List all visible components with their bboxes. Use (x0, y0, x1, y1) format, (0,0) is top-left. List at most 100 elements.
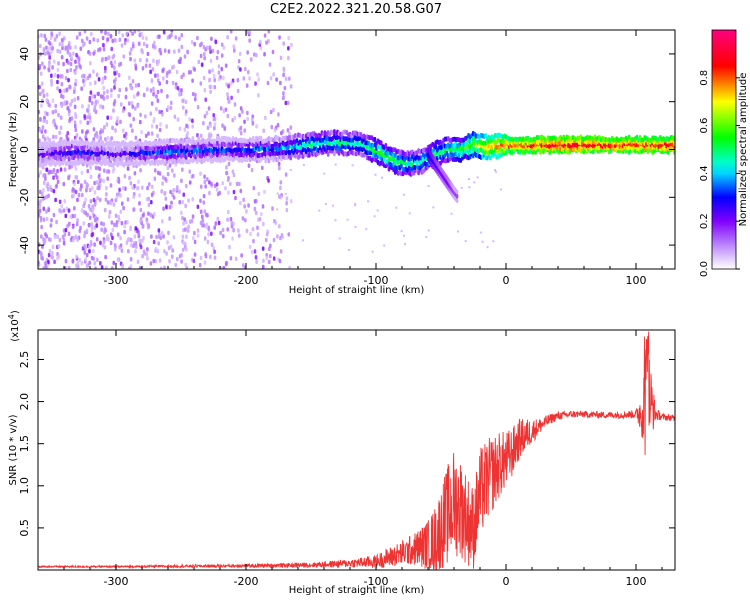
noise-cell (140, 238, 144, 244)
noise-cell (227, 190, 230, 195)
noise-cell (40, 129, 44, 134)
noise-cell (254, 81, 257, 86)
noise-cell (111, 266, 114, 269)
noise-cell (222, 108, 226, 114)
noise-cell (277, 112, 280, 117)
noise-cell (282, 72, 285, 78)
noise-cell (105, 192, 108, 197)
noise-cell (207, 106, 211, 111)
noise-cell (103, 207, 107, 213)
noise-cell (80, 170, 84, 176)
noise-cell (427, 229, 430, 232)
noise-cell (237, 58, 241, 64)
noise-cell (74, 44, 77, 50)
noise-cell (80, 86, 83, 91)
noise-cell (96, 196, 99, 201)
noise-cell (331, 204, 334, 207)
noise-cell (46, 111, 49, 117)
noise-cell (62, 181, 66, 187)
noise-cell (253, 206, 257, 212)
ridge-cell (163, 160, 166, 166)
noise-cell (117, 73, 121, 78)
noise-cell (246, 50, 249, 55)
noise-cell (116, 232, 120, 237)
noise-cell (191, 124, 194, 129)
noise-cell (99, 130, 102, 135)
noise-cell (233, 115, 237, 121)
noise-cell (98, 177, 101, 182)
noise-cell (102, 85, 105, 91)
noise-cell (67, 231, 71, 237)
noise-cell (160, 88, 163, 94)
noise-cell (118, 187, 121, 192)
noise-cell (50, 187, 53, 193)
noise-cell (43, 33, 47, 39)
noise-cell (276, 234, 279, 239)
noise-cell (137, 82, 140, 88)
noise-cell (279, 235, 282, 241)
noise-cell (86, 168, 90, 174)
noise-cell (58, 237, 62, 243)
noise-cell (457, 230, 460, 233)
noise-cell (128, 175, 131, 181)
noise-cell (226, 34, 229, 40)
noise-cell (203, 236, 207, 241)
noise-cell (172, 235, 176, 240)
noise-cell (180, 259, 183, 264)
noise-cell (129, 30, 132, 33)
noise-cell (217, 220, 221, 226)
noise-cell (265, 40, 268, 45)
noise-cell (289, 168, 292, 171)
noise-cell (113, 85, 116, 90)
noise-cell (208, 132, 211, 137)
y-tick-label: 1.0 (18, 477, 31, 495)
noise-cell (85, 252, 89, 258)
noise-cell (54, 109, 57, 114)
noise-cell (91, 94, 95, 99)
noise-cell (222, 266, 225, 269)
noise-cell (57, 61, 60, 66)
noise-cell (99, 94, 103, 99)
noise-cell (91, 232, 95, 237)
noise-cell (86, 114, 89, 120)
noise-cell (38, 173, 41, 178)
noise-cell (111, 235, 114, 241)
noise-cell (139, 168, 142, 173)
noise-cell (246, 110, 249, 116)
noise-cell (67, 77, 70, 83)
noise-cell (101, 35, 105, 41)
noise-cell (199, 184, 203, 189)
noise-cell (67, 112, 71, 117)
noise-cell (171, 168, 174, 173)
noise-cell (204, 97, 208, 102)
noise-cell (58, 31, 61, 36)
noise-cell (224, 107, 228, 112)
noise-cell (184, 109, 188, 114)
noise-cell (167, 105, 170, 110)
noise-cell (82, 73, 86, 79)
noise-cell (180, 252, 183, 258)
noise-cell (105, 122, 109, 127)
noise-cell (215, 187, 219, 192)
noise-cell (106, 89, 109, 94)
noise-cell (146, 87, 149, 92)
noise-cell (177, 48, 181, 53)
noise-cell (427, 185, 430, 188)
noise-cell (131, 104, 135, 109)
noise-cell (86, 129, 89, 134)
noise-cell (284, 76, 288, 82)
noise-cell (52, 59, 56, 64)
noise-cell (128, 75, 131, 81)
noise-cell (74, 234, 78, 239)
noise-cell (265, 232, 269, 237)
noise-cell (42, 206, 46, 212)
noise-cell (271, 206, 274, 211)
noise-cell (464, 240, 467, 243)
y-tick-label: 0.5 (18, 519, 31, 537)
noise-cell (139, 119, 142, 125)
noise-cell (66, 130, 70, 136)
noise-cell (272, 237, 276, 243)
noise-cell (131, 185, 134, 190)
noise-cell (226, 217, 229, 222)
noise-cell (55, 175, 59, 180)
